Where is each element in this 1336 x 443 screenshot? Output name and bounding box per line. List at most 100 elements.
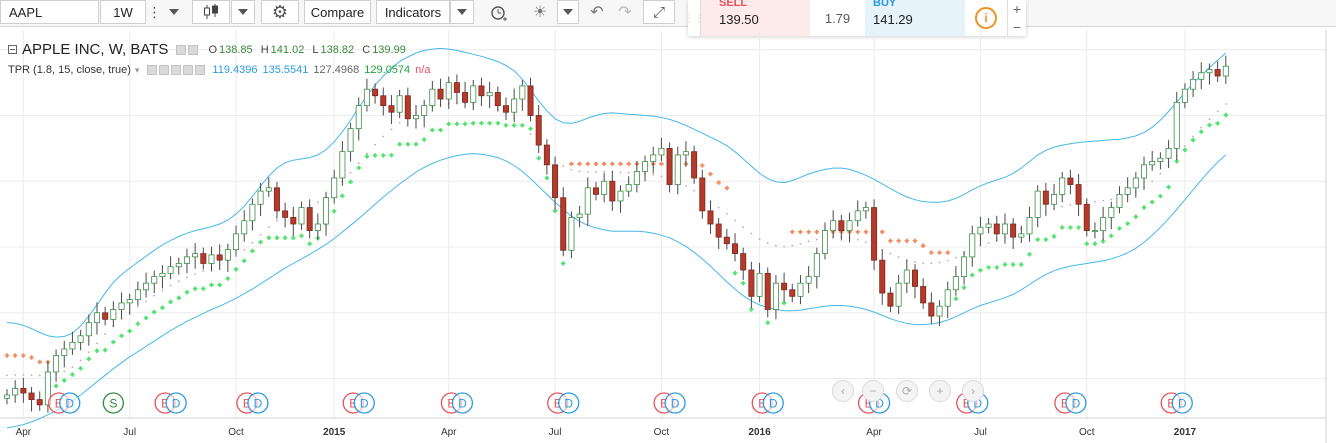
midline-dot <box>186 276 188 279</box>
sar-marker <box>1010 262 1016 267</box>
idea-button[interactable]: ☀ <box>525 0 555 24</box>
quantity-stepper[interactable]: + − <box>1007 0 1026 36</box>
candle-body <box>216 254 223 261</box>
sar-marker <box>471 120 476 126</box>
candle-body <box>77 335 84 343</box>
settings-button[interactable]: ⚙ <box>261 0 299 24</box>
zoom-in-button[interactable]: + <box>929 380 951 402</box>
sar-marker <box>994 265 999 270</box>
interval-button[interactable]: 1W <box>100 0 146 24</box>
event-marker-circle <box>558 392 580 414</box>
candle-body <box>1059 177 1066 195</box>
redo-button[interactable]: ↷ <box>611 0 639 24</box>
candle-body <box>159 272 166 278</box>
eye-icon[interactable] <box>176 44 187 55</box>
minus-icon: − <box>869 384 877 398</box>
midline-dot <box>954 256 957 259</box>
sell-button[interactable]: SELL 139.50 <box>700 0 810 36</box>
reset-button[interactable]: ⟳ <box>896 380 918 402</box>
candle-body <box>1165 147 1172 159</box>
gear-small-icon[interactable] <box>159 65 170 75</box>
close-small-icon[interactable] <box>195 65 206 75</box>
source-icon[interactable] <box>171 65 182 75</box>
midline-dot <box>562 165 565 168</box>
high-value: 141.02 <box>270 43 305 56</box>
midline-dot <box>897 256 900 259</box>
midline-dot <box>1192 135 1194 138</box>
sar-marker <box>806 229 811 235</box>
sar-marker <box>111 339 116 345</box>
x-tick-label: 2016 <box>748 427 771 438</box>
sar-marker <box>446 121 451 127</box>
chart-style-button[interactable] <box>192 0 230 24</box>
gear-small-icon[interactable] <box>188 44 199 55</box>
candle-body <box>797 282 804 297</box>
interval-dropdown-button[interactable] <box>163 0 185 24</box>
candle-body <box>462 92 469 103</box>
candle-body <box>928 302 935 317</box>
drag-handle-icon[interactable]: ⋮⋮ <box>684 12 704 24</box>
alert-button[interactable] <box>480 0 518 24</box>
midline-dot <box>766 242 769 244</box>
symbol-search-input[interactable]: AAPL <box>0 0 99 24</box>
zoom-out-button[interactable]: − <box>862 380 884 402</box>
candle-body <box>69 341 76 350</box>
idea-dropdown[interactable] <box>557 0 579 24</box>
event-marker-label: D <box>254 397 263 411</box>
indicators-button[interactable]: Indicators <box>376 0 450 24</box>
sar-marker <box>528 126 533 131</box>
sar-marker <box>1076 225 1081 230</box>
midline-dot <box>79 359 82 362</box>
chart-style-dropdown[interactable] <box>231 0 255 24</box>
undo-button[interactable]: ↶ <box>583 0 611 24</box>
midline-dot <box>276 219 278 222</box>
plus-small-icon[interactable] <box>183 65 194 75</box>
fullscreen-button[interactable]: ⤢ <box>643 0 675 24</box>
midline-dot <box>595 170 597 173</box>
sar-marker <box>700 163 705 168</box>
candle-body <box>879 259 886 294</box>
buy-button[interactable]: BUY 141.29 <box>865 0 965 36</box>
eye-icon[interactable] <box>147 65 158 75</box>
event-marker-label: E <box>447 397 455 411</box>
candle-body <box>911 269 918 287</box>
close-value: 139.99 <box>372 43 406 56</box>
midline-dot <box>799 242 802 245</box>
candle-body <box>53 355 60 373</box>
scroll-right-button[interactable]: › <box>962 380 984 402</box>
minus-icon[interactable]: − <box>1012 19 1022 35</box>
trade-panel: ⋮⋮ SELL 139.50 1.79 BUY 141.29 i + − <box>684 0 1026 36</box>
plus-icon[interactable]: + <box>1012 1 1022 17</box>
indicators-dropdown[interactable] <box>450 0 474 24</box>
candle-body <box>642 161 649 172</box>
candle-body <box>1042 190 1049 205</box>
low-value: 138.82 <box>320 43 355 56</box>
candle-body <box>519 85 526 100</box>
chevron-down-icon[interactable]: ▾ <box>134 64 140 75</box>
chevron-down-icon <box>457 9 467 15</box>
collapse-legend-icon[interactable] <box>8 45 17 54</box>
sar-marker <box>1182 147 1188 153</box>
sar-marker <box>1035 237 1040 242</box>
candle-body <box>323 197 330 225</box>
sar-marker <box>102 347 108 353</box>
indicator-legend: TPR (1.8, 15, close, true) ▾ 119.4396 13… <box>8 64 430 76</box>
info-button[interactable]: i <box>965 0 1007 36</box>
scroll-left-button[interactable]: ‹ <box>832 380 854 402</box>
candle-body <box>961 256 968 278</box>
midline-dot <box>685 184 687 187</box>
midline-dot <box>652 173 655 176</box>
candle-body <box>748 269 755 297</box>
candle-body <box>1091 230 1098 232</box>
x-tick-label: Apr <box>16 427 32 438</box>
sar-marker <box>880 229 885 235</box>
sar-marker <box>405 142 411 147</box>
candle-body <box>502 105 509 113</box>
candle-body <box>789 289 796 297</box>
midline-dot <box>914 261 916 264</box>
midline-dot <box>742 226 745 229</box>
candle-body <box>1067 177 1074 185</box>
interval-menu-button[interactable]: ⋮ <box>147 0 162 24</box>
compare-button[interactable]: Compare <box>304 0 371 24</box>
